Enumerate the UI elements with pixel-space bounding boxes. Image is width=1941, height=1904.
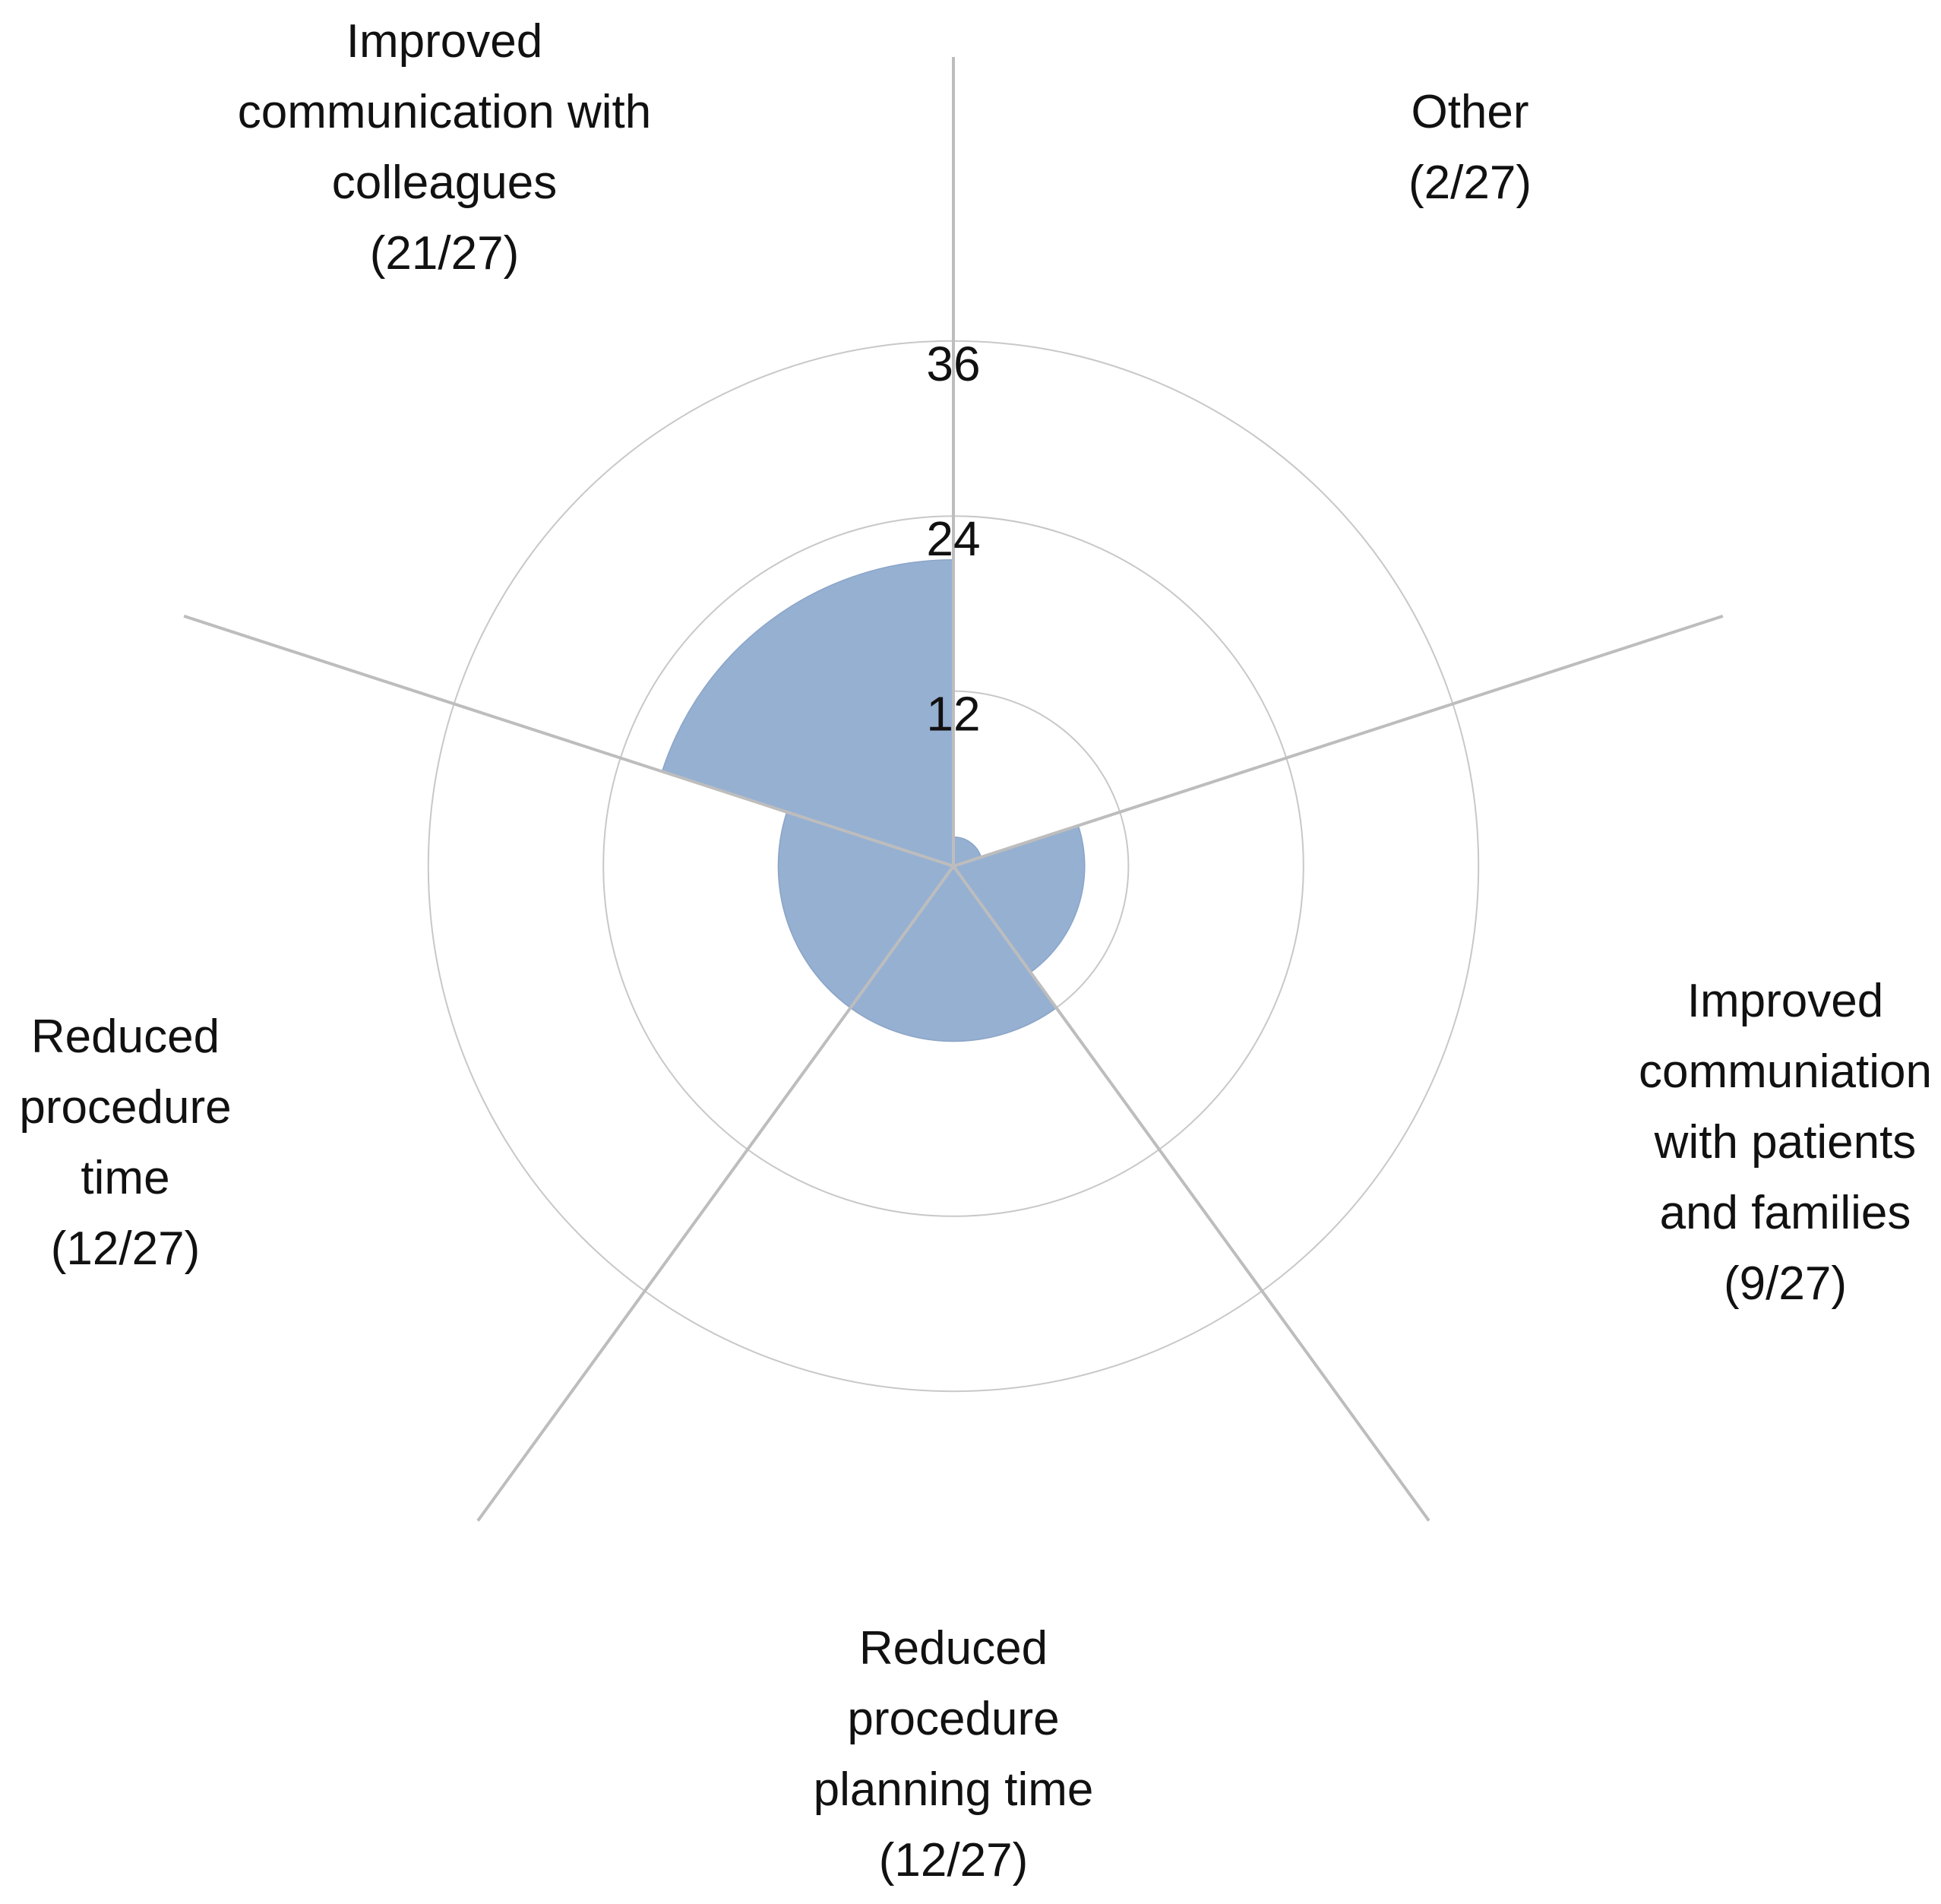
category-label-line: colleagues	[332, 157, 557, 209]
category-label-line: Reduced	[859, 1622, 1048, 1675]
tick-label-36: 36	[926, 337, 980, 391]
spoke-3	[476, 865, 955, 1522]
slice-2	[849, 865, 1057, 1042]
category-label-line: (12/27)	[51, 1222, 200, 1275]
category-label-line: Reduced	[31, 1011, 220, 1063]
category-label-line: procedure	[19, 1081, 231, 1134]
spoke-1	[953, 614, 1724, 868]
category-label-line: time	[81, 1152, 169, 1204]
slice-4	[661, 559, 954, 868]
slice-3	[777, 811, 955, 1009]
category-label-line: (12/27)	[879, 1834, 1028, 1887]
category-label-line: communication with	[238, 86, 651, 138]
spoke-2	[952, 865, 1430, 1522]
category-label-line: procedure	[847, 1693, 1059, 1745]
category-label-1: Improved communiation with patients and fam…	[1639, 975, 1932, 1310]
category-label-line: (9/27)	[1724, 1257, 1847, 1310]
category-label-line: with patients	[1654, 1116, 1917, 1169]
category-label-0: Other (2/27)	[1408, 86, 1532, 209]
category-label-2: Reduced procedure planning time (12/27)	[814, 1622, 1094, 1887]
category-label-4: Improved communication with colleagues (21/…	[238, 15, 651, 280]
data-slices	[661, 559, 1086, 1042]
category-label-line: (21/27)	[370, 227, 519, 280]
category-label-3: Reduced procedure time (12/27)	[19, 1011, 231, 1275]
tick-label-24: 24	[926, 511, 980, 566]
category-label-line: (2/27)	[1408, 157, 1532, 209]
category-label-line: Improved	[346, 15, 542, 68]
spoke-4	[183, 614, 954, 868]
category-label-line: planning time	[814, 1763, 1094, 1816]
category-label-line: Improved	[1687, 975, 1883, 1027]
axis-spokes	[183, 57, 1724, 1522]
radial-tick-labels: 12 24 36	[926, 337, 980, 742]
category-label-line: communiation	[1639, 1045, 1932, 1098]
category-label-line: and families	[1660, 1187, 1911, 1239]
category-label-line: Other	[1411, 86, 1528, 138]
tick-label-12: 12	[926, 687, 980, 742]
slice-1	[952, 824, 1086, 973]
category-labels: Other (2/27) Improved communiation with pati…	[19, 15, 1932, 1887]
